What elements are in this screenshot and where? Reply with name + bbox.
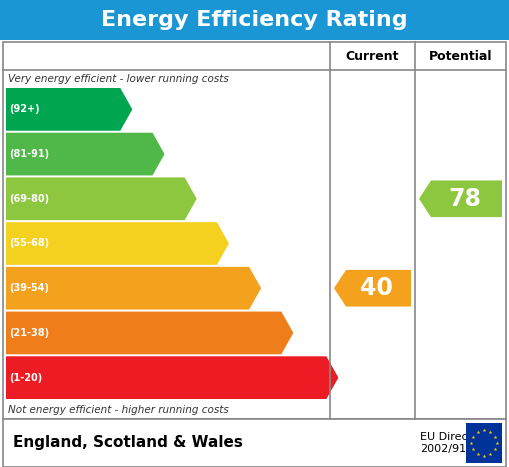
Polygon shape (334, 270, 411, 306)
Text: E: E (262, 279, 275, 298)
Polygon shape (6, 88, 132, 131)
Text: 2002/91/EC: 2002/91/EC (420, 444, 485, 454)
Text: EU Directive: EU Directive (420, 432, 489, 442)
Text: C: C (197, 189, 212, 208)
Text: (1-20): (1-20) (9, 373, 42, 382)
Text: (21-38): (21-38) (9, 328, 49, 338)
Text: Very energy efficient - lower running costs: Very energy efficient - lower running co… (8, 74, 229, 84)
Text: G: G (340, 368, 355, 387)
Text: Energy Efficiency Rating: Energy Efficiency Rating (101, 10, 408, 30)
Text: (81-91): (81-91) (9, 149, 49, 159)
Polygon shape (6, 177, 196, 220)
Text: Potential: Potential (429, 50, 492, 63)
Text: F: F (294, 324, 307, 342)
Text: Not energy efficient - higher running costs: Not energy efficient - higher running co… (8, 405, 229, 415)
Text: 78: 78 (448, 187, 481, 211)
Text: B: B (165, 145, 180, 163)
Text: (39-54): (39-54) (9, 283, 49, 293)
Text: D: D (230, 234, 246, 253)
Polygon shape (6, 222, 229, 265)
Polygon shape (6, 356, 338, 399)
Polygon shape (6, 267, 261, 310)
Polygon shape (6, 133, 164, 176)
Text: A: A (133, 100, 149, 119)
Bar (3, 42, 506, 419)
Bar (0, 0, 509, 40)
Text: 40: 40 (360, 276, 393, 300)
Text: Current: Current (346, 50, 399, 63)
Text: (55-68): (55-68) (9, 239, 49, 248)
Bar (3, 419, 506, 467)
Bar (466, 423, 502, 463)
Text: (92+): (92+) (9, 104, 40, 114)
Polygon shape (6, 311, 293, 354)
Text: England, Scotland & Wales: England, Scotland & Wales (13, 436, 243, 451)
Text: (69-80): (69-80) (9, 194, 49, 204)
Polygon shape (419, 180, 502, 217)
